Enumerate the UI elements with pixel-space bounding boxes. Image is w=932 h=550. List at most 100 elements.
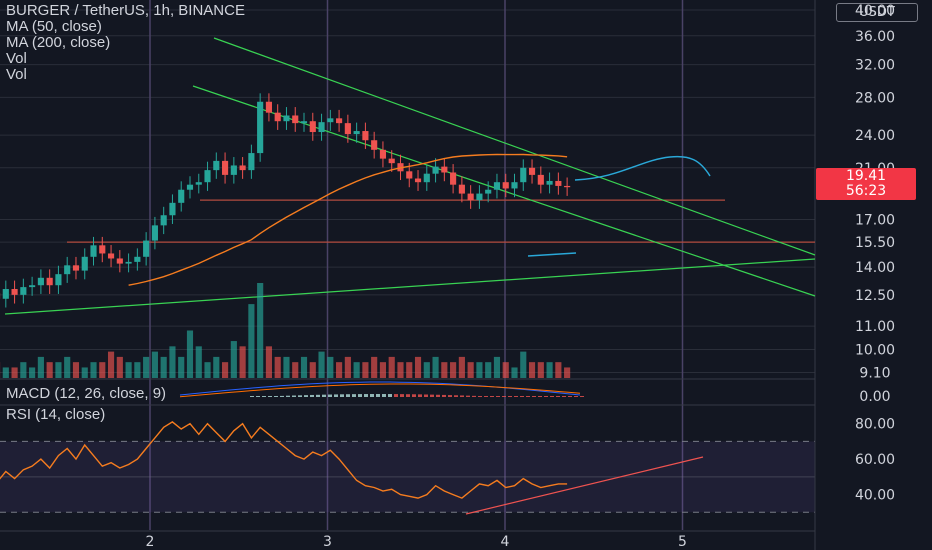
volume-bar xyxy=(309,362,316,378)
candle-body xyxy=(72,265,80,271)
rsi-label[interactable]: RSI (14, close) xyxy=(6,406,106,423)
candle-body xyxy=(125,261,132,264)
candle-body xyxy=(257,101,264,154)
candle-body xyxy=(441,166,448,173)
macd-histogram-bar xyxy=(472,395,476,397)
volume-label[interactable]: Vol xyxy=(6,50,27,67)
candle-body xyxy=(213,160,220,171)
candle-body xyxy=(265,101,272,113)
candle-body xyxy=(318,122,325,133)
price-tick-label: 24.00 xyxy=(855,128,895,144)
ma50-label[interactable]: MA (50, close) xyxy=(6,18,102,35)
currency-badge[interactable]: USDT xyxy=(836,3,918,22)
volume-bar xyxy=(511,367,518,378)
ma200-label[interactable]: MA (200, close) xyxy=(6,34,111,51)
candle-body xyxy=(300,121,308,124)
candle-body xyxy=(222,160,229,175)
rsi-tick-label: 80.00 xyxy=(855,417,895,433)
volume-bar xyxy=(29,367,36,378)
volume-bar xyxy=(230,341,237,378)
candle-body xyxy=(11,289,18,295)
macd-histogram-bar xyxy=(574,396,578,397)
chart-legend: BURGER / TetherUS, 1h, BINANCE MA (50, c… xyxy=(6,3,245,83)
price-tick-label: 40.00 xyxy=(855,3,895,19)
rsi-tick-label: 40.00 xyxy=(855,488,895,504)
candle-body xyxy=(107,253,115,259)
macd-histogram-bar xyxy=(268,396,272,397)
support-trendline xyxy=(4,258,816,315)
candle-body xyxy=(511,182,518,189)
candle-body xyxy=(493,182,501,190)
volume-label-2[interactable]: Vol xyxy=(6,66,27,83)
volume-bar xyxy=(151,351,158,378)
volume-bar xyxy=(143,356,150,378)
macd-label[interactable]: MACD (12, 26, close, 9) xyxy=(6,385,167,402)
time-tick-label: 2 xyxy=(146,534,155,550)
candle-body xyxy=(353,131,360,135)
candle-body xyxy=(520,167,527,183)
time-tick-label: 3 xyxy=(323,534,332,550)
projection-curve xyxy=(574,155,711,181)
price-tick-label: 17.00 xyxy=(855,213,895,229)
macd-pane xyxy=(179,381,584,398)
price-tick-label: 36.00 xyxy=(855,29,895,45)
candle-body xyxy=(134,256,141,262)
candle-body xyxy=(143,240,150,257)
macd-tick-label: 0.00 xyxy=(859,389,890,405)
macd-histogram-bar xyxy=(328,394,332,397)
macd-histogram-bar xyxy=(466,395,470,397)
macd-histogram-bar xyxy=(388,394,392,397)
volume-bar xyxy=(406,362,413,378)
candle-body xyxy=(99,245,106,254)
volume-bar xyxy=(458,356,465,378)
macd-histogram-bar xyxy=(274,396,278,397)
volume-bar xyxy=(81,367,88,378)
bar-countdown: 56:23 xyxy=(845,183,887,199)
macd-histogram-bar xyxy=(418,394,422,397)
volume-bar xyxy=(55,362,62,378)
volume-bar xyxy=(546,362,553,378)
macd-histogram-bar xyxy=(454,395,458,397)
volume-bar xyxy=(555,362,562,378)
volume-bar xyxy=(414,356,422,378)
volume-bar xyxy=(134,362,141,378)
symbol-title[interactable]: BURGER / TetherUS, 1h, BINANCE xyxy=(6,2,245,19)
volume-bar xyxy=(239,346,246,378)
volume-bar xyxy=(107,351,115,378)
volume-bar xyxy=(195,346,202,378)
volume-bar xyxy=(99,362,106,378)
macd-histogram-bar xyxy=(400,394,404,397)
macd-histogram-bar xyxy=(538,396,542,397)
volume-bar xyxy=(265,346,272,378)
volume-bar xyxy=(344,356,351,378)
macd-histogram-bar xyxy=(352,394,356,397)
candle-body xyxy=(2,289,9,299)
rsi-tick-label: 60.00 xyxy=(855,452,895,468)
macd-histogram-bar xyxy=(484,396,488,397)
volume-bar xyxy=(248,304,255,378)
macd-histogram-bar xyxy=(370,394,374,397)
candle-body xyxy=(406,171,413,179)
volume-bar xyxy=(46,362,53,378)
volume-bar xyxy=(283,356,290,378)
candle-body xyxy=(555,180,562,186)
candle-body xyxy=(239,165,246,171)
time-tick-label: 4 xyxy=(501,534,510,550)
macd-histogram-bar xyxy=(394,394,398,397)
candle-body xyxy=(362,131,369,141)
volume-bar xyxy=(292,362,299,378)
macd-histogram-bar xyxy=(568,396,572,397)
candle-body xyxy=(178,189,185,203)
macd-histogram-bar xyxy=(532,396,536,397)
macd-histogram-bar xyxy=(346,394,350,397)
candle-body xyxy=(476,193,483,201)
macd-histogram-bar xyxy=(544,396,548,397)
macd-histogram-bar xyxy=(460,395,464,397)
last-price: 19.41 xyxy=(845,168,887,184)
candle-body xyxy=(20,287,27,295)
volume-bar xyxy=(432,356,439,378)
rsi-pane xyxy=(0,421,704,515)
volume-bar xyxy=(178,356,185,378)
